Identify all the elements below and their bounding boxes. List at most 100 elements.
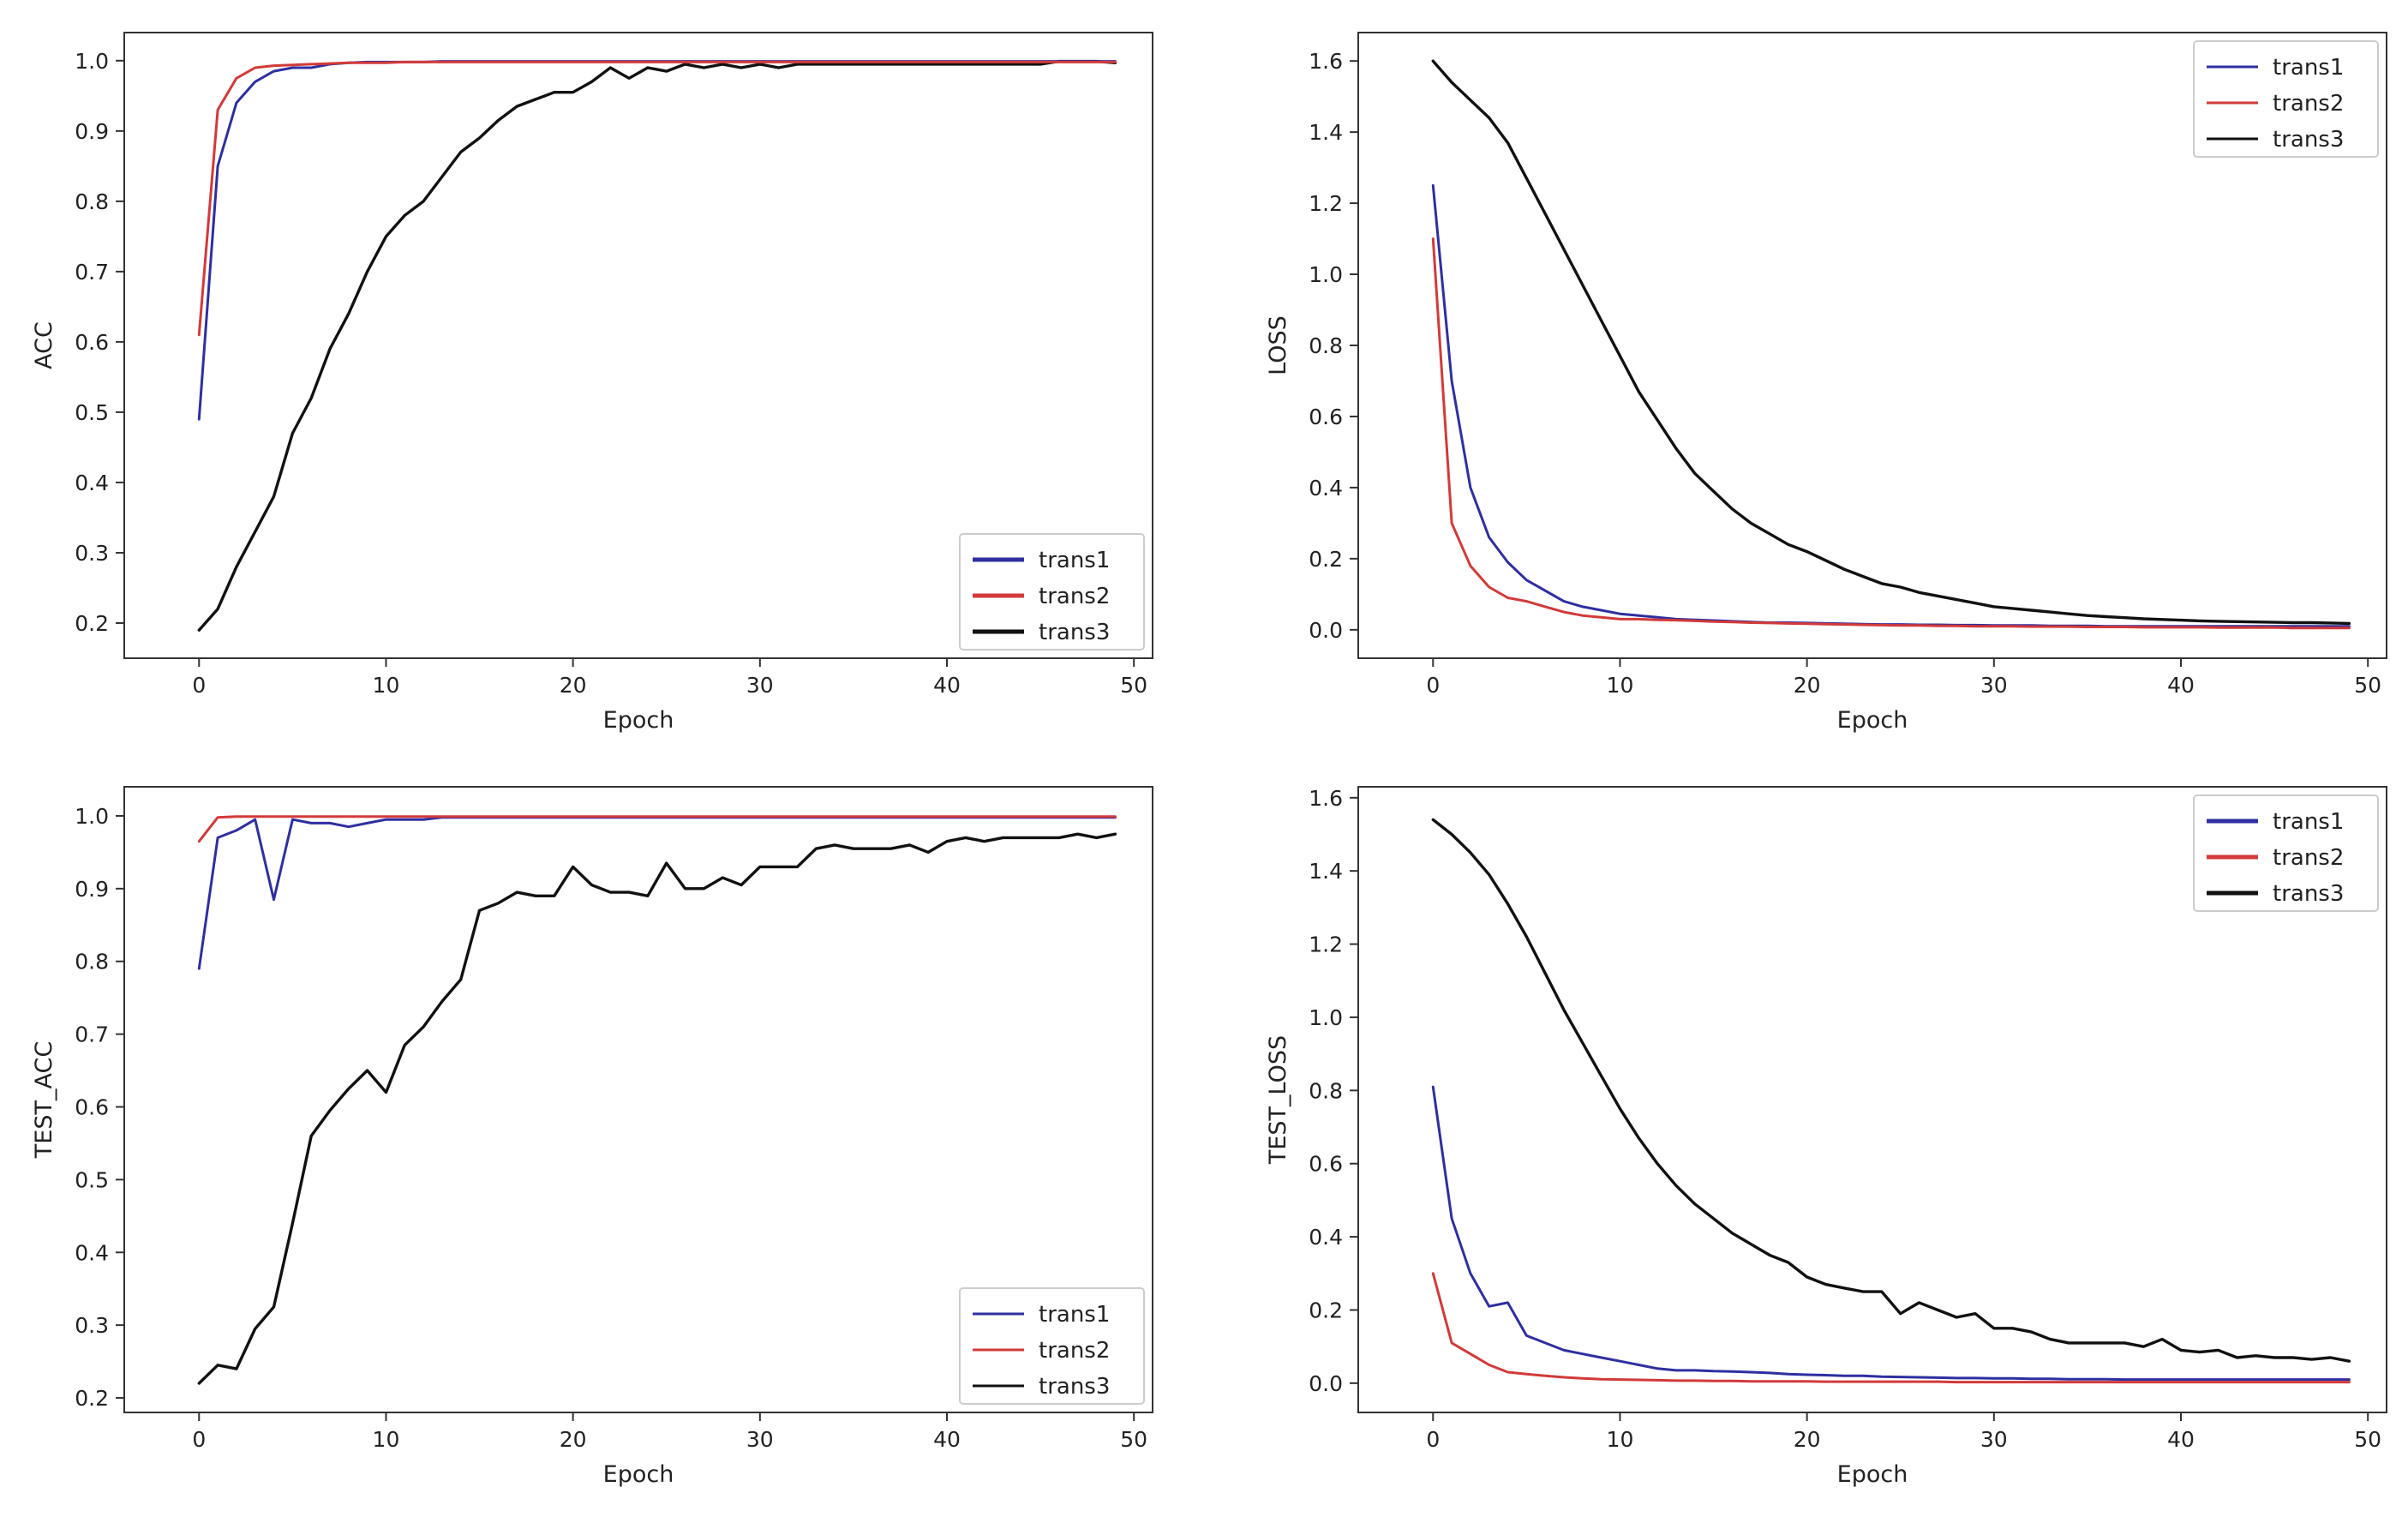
y-tick-label: 1.0 [1309, 262, 1343, 287]
x-tick-label: 20 [1794, 1427, 1821, 1452]
legend-label-trans2: trans2 [1039, 1338, 1110, 1364]
x-axis-label: Epoch [1837, 707, 1908, 734]
y-tick-label: 1.6 [1309, 49, 1343, 74]
panel-train-loss: 0 10 20 30 40 50 0.0 0.2 0.4 0.6 0.8 1.0 1.2 1.4 1.6 E… [1265, 32, 2387, 734]
y-tick-label: 1.2 [1309, 932, 1343, 957]
panel-test-acc: 0 10 20 30 40 50 0.2 0.3 0.4 0.5 0.6 0.7 0.8 0.9 1.0 E… [31, 786, 1153, 1488]
y-tick-label: 0.0 [1309, 1371, 1343, 1396]
x-tick-label: 20 [560, 1427, 587, 1452]
x-tick-label: 0 [192, 1427, 206, 1452]
y-tick-label: 0.6 [75, 330, 109, 355]
y-tick-label: 1.0 [75, 49, 109, 74]
series-line-trans3 [197, 832, 1117, 1385]
legend-label-trans3: trans3 [1039, 1374, 1110, 1400]
legend-label-trans1: trans1 [2273, 809, 2344, 835]
x-tick-label: 0 [1426, 673, 1440, 698]
x-tick-label: 30 [746, 1427, 774, 1452]
x-tick-label: 50 [2354, 1427, 2381, 1452]
legend-label-trans3: trans3 [2273, 127, 2344, 153]
legend-label-trans1: trans1 [1039, 1302, 1110, 1328]
y-tick-label: 0.8 [1309, 333, 1343, 358]
y-axis-label: ACC [31, 321, 57, 369]
series-line-trans2 [1431, 237, 2351, 630]
y-tick-label: 0.6 [1309, 1152, 1343, 1177]
y-tick-label: 0.9 [75, 119, 109, 144]
x-tick-label: 10 [1607, 673, 1634, 698]
series-line-trans3 [1431, 59, 2351, 626]
y-tick-label: 0.4 [1309, 1225, 1343, 1250]
plot-frame [123, 786, 1153, 1413]
y-tick-label: 0.2 [75, 611, 109, 636]
ticks: 0 10 20 30 40 50 0.2 0.3 0.4 0.5 0.6 0.7 0.8 0.9 1.0 [75, 49, 1147, 698]
legend-box [2193, 794, 2379, 912]
series-lines [197, 59, 1117, 632]
x-tick-label: 20 [560, 673, 587, 698]
x-tick-label: 10 [373, 673, 400, 698]
y-axis-label: TEST_ACC [31, 1041, 57, 1159]
y-tick-label: 0.3 [75, 541, 109, 566]
x-axis-label: Epoch [603, 707, 674, 734]
series-line-trans2 [1431, 1272, 2351, 1384]
y-tick-label: 0.0 [1309, 618, 1343, 643]
y-tick-label: 0.4 [75, 1240, 109, 1265]
legend-box [959, 533, 1145, 651]
plot-frame [1357, 786, 2387, 1413]
series-line-trans2 [197, 60, 1117, 337]
x-tick-label: 30 [1980, 1427, 2008, 1452]
panel-test-loss: 0 10 20 30 40 50 0.0 0.2 0.4 0.6 0.8 1.0 1.2 1.4 1.6 E… [1265, 786, 2387, 1488]
y-tick-label: 1.0 [1309, 1005, 1343, 1030]
legend: trans1 trans2 trans3 [2193, 794, 2379, 912]
y-tick-label: 0.5 [75, 400, 109, 425]
legend-box [959, 1287, 1145, 1405]
legend: trans1 trans2 trans3 [959, 533, 1145, 651]
x-axis-label: Epoch [603, 1461, 674, 1488]
x-tick-label: 40 [2167, 673, 2195, 698]
x-tick-label: 20 [1794, 673, 1821, 698]
y-tick-label: 1.4 [1309, 859, 1343, 884]
y-tick-label: 0.9 [75, 877, 109, 902]
y-tick-label: 0.7 [75, 260, 109, 285]
x-tick-label: 50 [1120, 1427, 1147, 1452]
x-tick-label: 30 [1980, 673, 2008, 698]
y-axis-label: LOSS [1265, 315, 1291, 375]
series-lines [1431, 818, 2351, 1384]
legend-label-trans3: trans3 [1039, 620, 1110, 645]
x-tick-label: 10 [373, 1427, 400, 1452]
x-tick-label: 40 [933, 673, 961, 698]
y-tick-label: 0.6 [75, 1094, 109, 1119]
series-line-trans2 [197, 815, 1117, 843]
legend-label-trans2: trans2 [2273, 845, 2344, 871]
x-tick-label: 50 [1120, 673, 1147, 698]
ticks: 0 10 20 30 40 50 0.0 0.2 0.4 0.6 0.8 1.0 1.2 1.4 1.6 [1309, 786, 2381, 1452]
x-tick-label: 0 [192, 673, 206, 698]
legend-box [2193, 40, 2379, 158]
plot-frame [123, 32, 1153, 659]
y-tick-label: 0.7 [75, 1022, 109, 1047]
x-tick-label: 30 [746, 673, 774, 698]
y-tick-label: 0.3 [75, 1313, 109, 1338]
y-tick-label: 1.4 [1309, 120, 1343, 145]
legend-label-trans2: trans2 [1039, 584, 1110, 609]
y-tick-label: 0.4 [1309, 476, 1343, 501]
y-tick-label: 1.2 [1309, 191, 1343, 216]
y-tick-label: 0.2 [1309, 1298, 1343, 1322]
y-tick-label: 0.8 [75, 950, 109, 974]
ticks: 0 10 20 30 40 50 0.0 0.2 0.4 0.6 0.8 1.0 1.2 1.4 1.6 [1309, 49, 2381, 698]
y-tick-label: 1.0 [75, 804, 109, 829]
series-lines [1431, 59, 2351, 630]
panel-train-acc: 0 10 20 30 40 50 0.2 0.3 0.4 0.5 0.6 0.7 0.8 0.9 1.0 E… [31, 32, 1153, 734]
series-lines [197, 815, 1117, 1385]
legend-label-trans1: trans1 [1039, 548, 1110, 573]
series-line-trans3 [197, 59, 1117, 632]
ticks: 0 10 20 30 40 50 0.2 0.3 0.4 0.5 0.6 0.7 0.8 0.9 1.0 [75, 804, 1147, 1452]
x-tick-label: 50 [2354, 673, 2381, 698]
y-tick-label: 1.6 [1309, 786, 1343, 811]
legend-label-trans3: trans3 [2273, 881, 2344, 907]
y-tick-label: 0.6 [1309, 405, 1343, 429]
legend: trans1 trans2 trans3 [959, 1287, 1145, 1405]
y-tick-label: 0.8 [1309, 1078, 1343, 1103]
y-tick-label: 0.2 [1309, 547, 1343, 572]
legend-label-trans1: trans1 [2273, 55, 2344, 81]
